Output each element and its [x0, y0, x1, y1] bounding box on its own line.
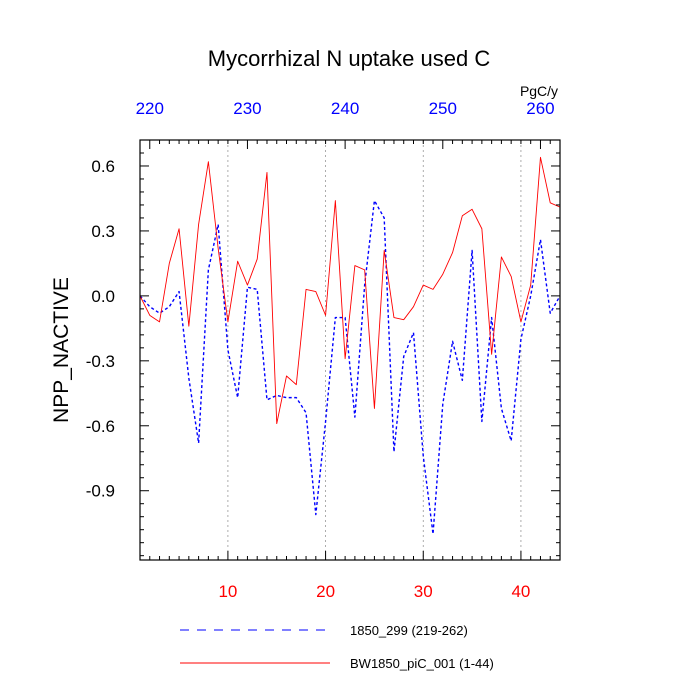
- series-layer: [139, 156, 561, 535]
- y-tick-label: -0.9: [86, 482, 115, 501]
- series-line-1: [139, 199, 561, 535]
- y-tick-label: 0.6: [91, 157, 115, 176]
- y-tick-label: 0.0: [91, 287, 115, 306]
- top-tick-label: 250: [429, 99, 457, 118]
- top-tick-label: 240: [331, 99, 359, 118]
- legend-label-2: BW1850_piC_001 (1-44): [350, 656, 494, 671]
- top-tick-label: 230: [233, 99, 261, 118]
- y-tick-label: -0.6: [86, 417, 115, 436]
- grid-lines: [227, 140, 522, 560]
- y-tick-label: 0.3: [91, 222, 115, 241]
- bottom-tick-label: 40: [511, 582, 530, 601]
- bottom-tick-label: 30: [414, 582, 433, 601]
- axis-ticks: 10 20 30 40 220 230 240 250 260 0.6 0.3 0.0 -0.3 -0.6…: [86, 99, 561, 601]
- top-tick-label: 220: [136, 99, 164, 118]
- plot-frame: [139, 139, 561, 561]
- bottom-tick-label: 10: [218, 582, 237, 601]
- units-label: PgC/y: [520, 83, 558, 99]
- y-axis-label: NPP_NACTIVE: [50, 277, 73, 423]
- legend-label-1: 1850_299 (219-262): [350, 623, 468, 638]
- chart-title: Mycorrhizal N uptake used C: [208, 46, 491, 71]
- legend: 1850_299 (219-262) BW1850_piC_001 (1-44): [180, 623, 494, 671]
- y-tick-label: -0.3: [86, 352, 115, 371]
- series-line-2: [139, 156, 561, 425]
- top-tick-label: 260: [526, 99, 554, 118]
- bottom-tick-label: 20: [316, 582, 335, 601]
